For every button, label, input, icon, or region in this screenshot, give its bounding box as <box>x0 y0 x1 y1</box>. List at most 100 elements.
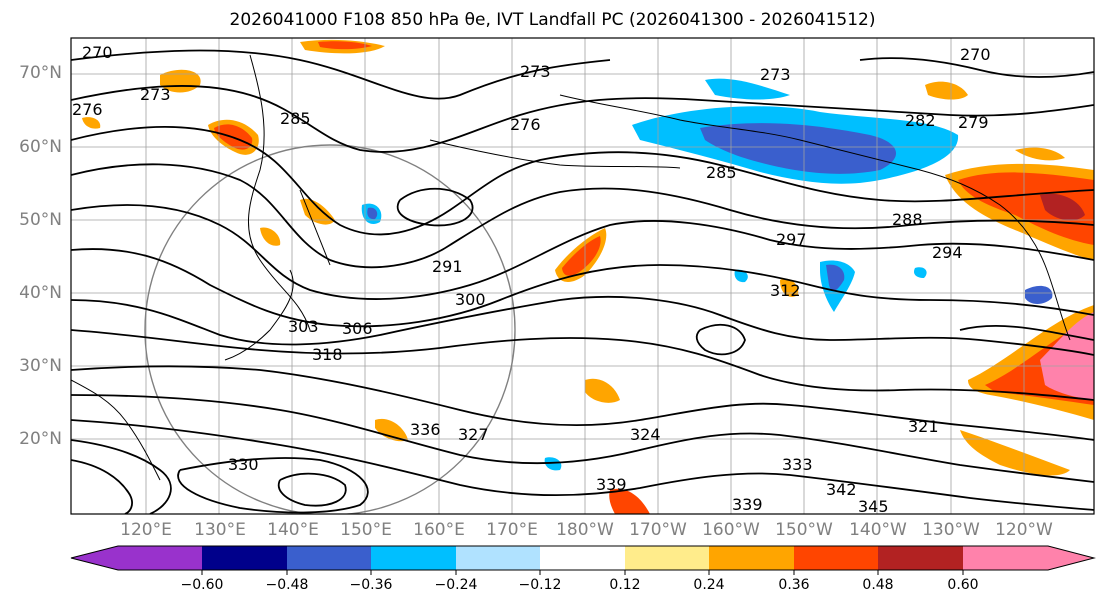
clabel-312: 312 <box>770 281 801 300</box>
lon-label-160e: 160°E <box>413 520 465 540</box>
shading-layer <box>82 39 1094 514</box>
contour-345 <box>277 472 347 507</box>
map-title: 2026041000 F108 850 hPa θe, IVT Landfall… <box>229 10 876 30</box>
colorbar <box>70 545 1096 575</box>
clabel-342: 342 <box>826 480 857 499</box>
range-ring <box>144 144 516 514</box>
coast-asia <box>247 54 311 331</box>
clabel-276-w: 276 <box>72 100 103 119</box>
pos-region-midpac-core <box>562 236 601 276</box>
colorbar-seg-4 <box>371 546 456 570</box>
neg-region-westcoast <box>1025 285 1053 304</box>
colorbar-seg-11 <box>963 546 1048 570</box>
contour-285 <box>71 125 1094 236</box>
clabel-270-w: 270 <box>82 43 113 62</box>
coast-aleutians <box>429 139 681 169</box>
colorbar-outline <box>70 545 1096 571</box>
contour-labels: 270 273 276 273 285 276 273 270 282 279 … <box>72 43 991 516</box>
cb-label-060: 0.60 <box>947 577 979 593</box>
clabel-288: 288 <box>892 210 923 229</box>
pos-region-westcanada-peak <box>1040 193 1085 221</box>
contour-high-closed <box>695 323 746 356</box>
pos-region-california-peak <box>1040 312 1094 400</box>
clabel-345: 345 <box>858 497 889 516</box>
cb-label-024: 0.24 <box>693 577 725 593</box>
contour-291 <box>71 163 1094 269</box>
neg-region-north <box>705 78 790 100</box>
clabel-303: 303 <box>288 317 319 336</box>
pos-blob-4 <box>1015 147 1065 161</box>
map-panel: 270 273 276 273 285 276 273 270 282 279 … <box>71 38 1094 516</box>
colorbar-seg-5 <box>456 546 540 570</box>
neg-blob-1 <box>734 269 748 283</box>
clabel-339-e: 339 <box>732 495 763 514</box>
lon-label-150w: 150°W <box>775 520 833 540</box>
pos-region-bottom <box>609 488 650 514</box>
clabel-327: 327 <box>458 425 489 444</box>
lon-label-130e: 130°E <box>194 520 246 540</box>
clabel-294: 294 <box>932 243 963 262</box>
colorbar-ticks <box>201 570 964 575</box>
pos-region-sakhalin <box>300 198 335 225</box>
lat-label-40n: 40°N <box>19 283 62 303</box>
graticule <box>71 38 1094 514</box>
contour-303 <box>71 248 1094 328</box>
lat-label-50n: 50°N <box>19 210 62 230</box>
cb-label-036: 0.36 <box>778 577 810 593</box>
clabel-285-w: 285 <box>280 109 311 128</box>
pos-region-arctic <box>925 81 968 100</box>
clabel-297: 297 <box>776 230 807 249</box>
contour-low-closed <box>396 187 474 227</box>
pos-region-topedge-core <box>318 41 372 50</box>
contour-333 <box>71 419 1094 511</box>
pos-region-subtropics <box>960 430 1070 476</box>
lon-label-160w: 160°W <box>702 520 760 540</box>
contour-327 <box>71 394 1094 483</box>
clabel-291: 291 <box>432 257 463 276</box>
clabel-318: 318 <box>312 345 343 364</box>
lat-label-20n: 20°N <box>19 429 62 449</box>
coast-japan <box>224 269 294 361</box>
lon-label-130w: 130°W <box>922 520 980 540</box>
cb-label-012: 0.12 <box>609 577 641 593</box>
clabel-273-w: 273 <box>140 85 171 104</box>
colorbar-seg-6 <box>540 546 625 570</box>
lat-label-70n: 70°N <box>19 63 62 83</box>
contour-315 <box>71 329 1094 401</box>
colorbar-seg-0 <box>71 546 118 570</box>
contour-270-east <box>859 57 1094 78</box>
pos-region-westpac <box>375 418 408 442</box>
colorbar-seg-1 <box>118 546 202 570</box>
clabel-270-e: 270 <box>960 45 991 64</box>
clabel-273-c: 273 <box>520 62 551 81</box>
contour-309 <box>71 295 1094 356</box>
contour-297 <box>71 204 1094 300</box>
lon-label-170w: 170°W <box>629 520 687 540</box>
cb-label-neg036: −0.36 <box>349 577 393 593</box>
lon-label-120e: 120°E <box>120 520 172 540</box>
cb-label-neg060: −0.60 <box>180 577 224 593</box>
clabel-285-c: 285 <box>706 163 737 182</box>
contour-273 <box>71 49 611 100</box>
neg-region-midpac-core <box>826 264 845 291</box>
cb-label-neg012: −0.12 <box>518 577 562 593</box>
colorbar-seg-2 <box>202 546 287 570</box>
lat-label-60n: 60°N <box>19 137 62 157</box>
clabel-282: 282 <box>905 111 936 130</box>
clabel-330: 330 <box>228 455 259 474</box>
clabel-336: 336 <box>410 420 441 439</box>
clabel-333: 333 <box>782 455 813 474</box>
lon-label-140w: 140°W <box>849 520 907 540</box>
contour-339 <box>177 457 369 514</box>
lon-label-150e: 150°E <box>340 520 392 540</box>
pos-blob-3 <box>82 117 101 129</box>
neg-region-kamchatka-core <box>367 207 378 220</box>
contour-342-west <box>71 439 172 514</box>
theta-e-contours <box>71 49 1094 514</box>
cb-label-048: 0.48 <box>862 577 894 593</box>
colorbar-seg-10 <box>878 546 963 570</box>
colorbar-seg-9 <box>794 546 878 570</box>
lon-label-180w: 180°W <box>556 520 614 540</box>
clabel-306: 306 <box>342 319 373 338</box>
pos-blob-1 <box>780 278 799 297</box>
